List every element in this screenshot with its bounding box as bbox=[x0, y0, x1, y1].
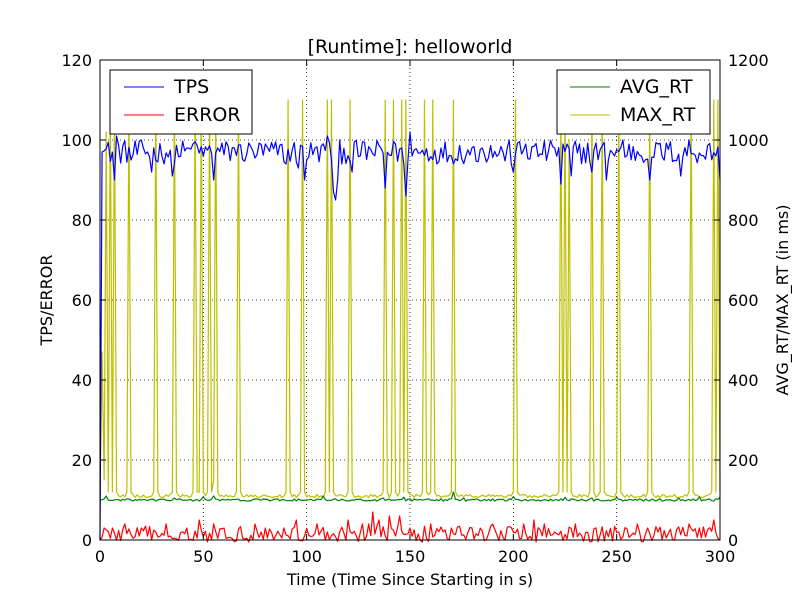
legend-label-avg-rt: AVG_RT bbox=[620, 76, 693, 98]
y-left-tick-label: 80 bbox=[72, 211, 92, 230]
legend-right: AVG_RT MAX_RT bbox=[556, 69, 711, 135]
x-tick-label: 50 bbox=[193, 547, 213, 566]
series-line-max-rt bbox=[99, 99, 721, 499]
y-left-tick-label: 60 bbox=[72, 291, 92, 310]
y-left-tick-label: 0 bbox=[82, 531, 92, 550]
y-left-tick-label: 100 bbox=[61, 131, 92, 150]
x-axis-title: Time (Time Since Starting in s) bbox=[286, 570, 533, 589]
legend-left-box bbox=[109, 69, 253, 135]
y-right-tick-label: 1000 bbox=[728, 131, 769, 150]
x-tick-label: 200 bbox=[498, 547, 529, 566]
y-right-tick-label: 1200 bbox=[728, 51, 769, 70]
x-tick-label: 100 bbox=[291, 547, 322, 566]
x-tick-label: 250 bbox=[601, 547, 632, 566]
legend-label-tps: TPS bbox=[173, 76, 209, 98]
series-line-tps bbox=[99, 131, 721, 541]
left-y-axis-title: TPS/ERROR bbox=[37, 254, 56, 346]
y-left-tick-label: 20 bbox=[72, 451, 92, 470]
series-line-avg-rt bbox=[99, 491, 721, 502]
legend-right-box bbox=[556, 69, 711, 135]
y-right-tick-label: 0 bbox=[728, 531, 738, 550]
y-left-tick-label: 40 bbox=[72, 371, 92, 390]
axis-ticks: 0 50 100 150 200 250 3000204060801001200200400… bbox=[61, 51, 768, 566]
y-left-tick-label: 120 bbox=[61, 51, 92, 70]
right-y-axis-title: AVG_RT/MAX_RT (in ms) bbox=[773, 205, 793, 396]
x-tick-label: 300 bbox=[705, 547, 736, 566]
legend-label-error: ERROR bbox=[174, 104, 241, 126]
x-tick-label: 0 bbox=[95, 547, 105, 566]
y-right-tick-label: 600 bbox=[728, 291, 759, 310]
y-right-tick-label: 200 bbox=[728, 451, 759, 470]
x-tick-label: 150 bbox=[395, 547, 426, 566]
legend-label-max-rt: MAX_RT bbox=[620, 104, 696, 126]
y-right-tick-label: 400 bbox=[728, 371, 759, 390]
y-right-tick-label: 800 bbox=[728, 211, 759, 230]
legend-left: TPS ERROR bbox=[109, 69, 253, 135]
chart-title: [Runtime]: helloworld bbox=[308, 36, 513, 58]
